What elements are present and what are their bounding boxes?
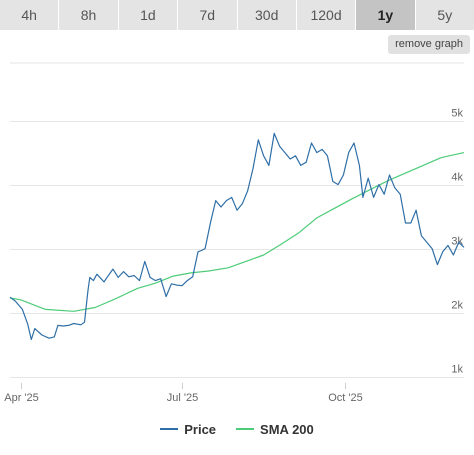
legend-swatch <box>160 428 179 430</box>
y-tick-label: 1k <box>451 364 463 376</box>
legend-swatch <box>236 428 255 430</box>
price-series-line <box>9 132 465 341</box>
tab-1y[interactable]: 1y <box>356 0 415 30</box>
chart-legend: Price SMA 200 <box>0 418 474 440</box>
tab-4h[interactable]: 4h <box>0 0 59 30</box>
x-tick-label: Oct '25 <box>328 392 363 404</box>
tab-30d[interactable]: 30d <box>237 0 296 30</box>
legend-label: SMA 200 <box>260 421 314 437</box>
y-tick-label: 5k <box>451 108 463 120</box>
x-tick-label: Apr '25 <box>4 392 39 404</box>
sma-200-series-line <box>9 152 465 312</box>
x-tick-label: Jul '25 <box>167 392 198 404</box>
legend-label: Price <box>184 421 217 437</box>
tab-5y[interactable]: 5y <box>415 0 474 30</box>
tab-8h[interactable]: 8h <box>59 0 118 30</box>
legend-item-sma-200[interactable]: SMA 200 <box>236 422 314 437</box>
remove-graph-button[interactable]: remove graph <box>388 35 470 54</box>
tab-120d[interactable]: 120d <box>296 0 356 30</box>
y-tick-label: 4k <box>451 172 463 184</box>
legend-item-price[interactable]: Price <box>160 422 216 437</box>
tab-7d[interactable]: 7d <box>178 0 237 30</box>
timeframe-tabs: 4h 8h 1d 7d 30d 120d 1y 5y <box>0 0 474 30</box>
y-tick-label: 2k <box>451 300 463 312</box>
tab-1d[interactable]: 1d <box>118 0 178 30</box>
